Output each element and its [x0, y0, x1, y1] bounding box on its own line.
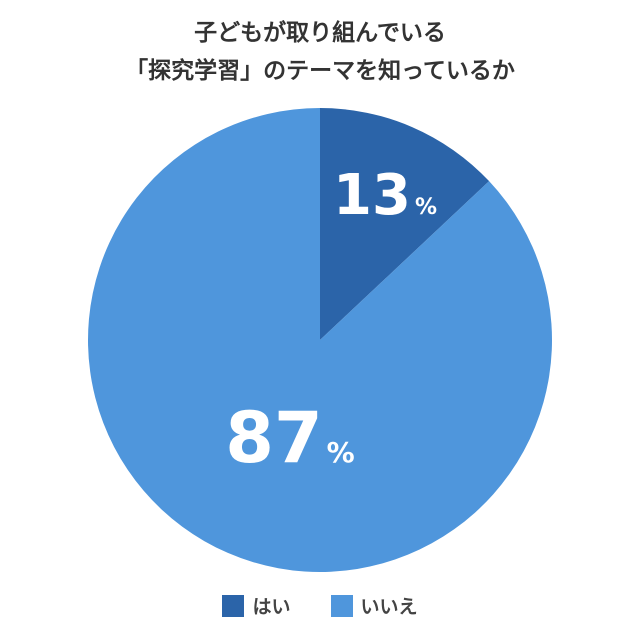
title-line-2: 「探究学習」のテーマを知っているか — [125, 58, 515, 84]
legend-item-no: いいえ — [330, 592, 418, 619]
legend-swatch — [222, 594, 245, 617]
pie-slice-no — [87, 108, 552, 572]
title-line-1: 子どもが取り組んでいる — [194, 20, 446, 46]
chart-title: 子どもが取り組んでいる 「探究学習」のテーマを知っているか — [0, 14, 640, 90]
legend-item-yes: はい — [222, 592, 291, 619]
legend-label: はい — [252, 596, 291, 618]
legend-swatch — [330, 594, 353, 617]
pie-slice-yes — [320, 108, 490, 340]
legend-label: いいえ — [360, 596, 418, 618]
legend: はい いいえ — [0, 592, 640, 619]
